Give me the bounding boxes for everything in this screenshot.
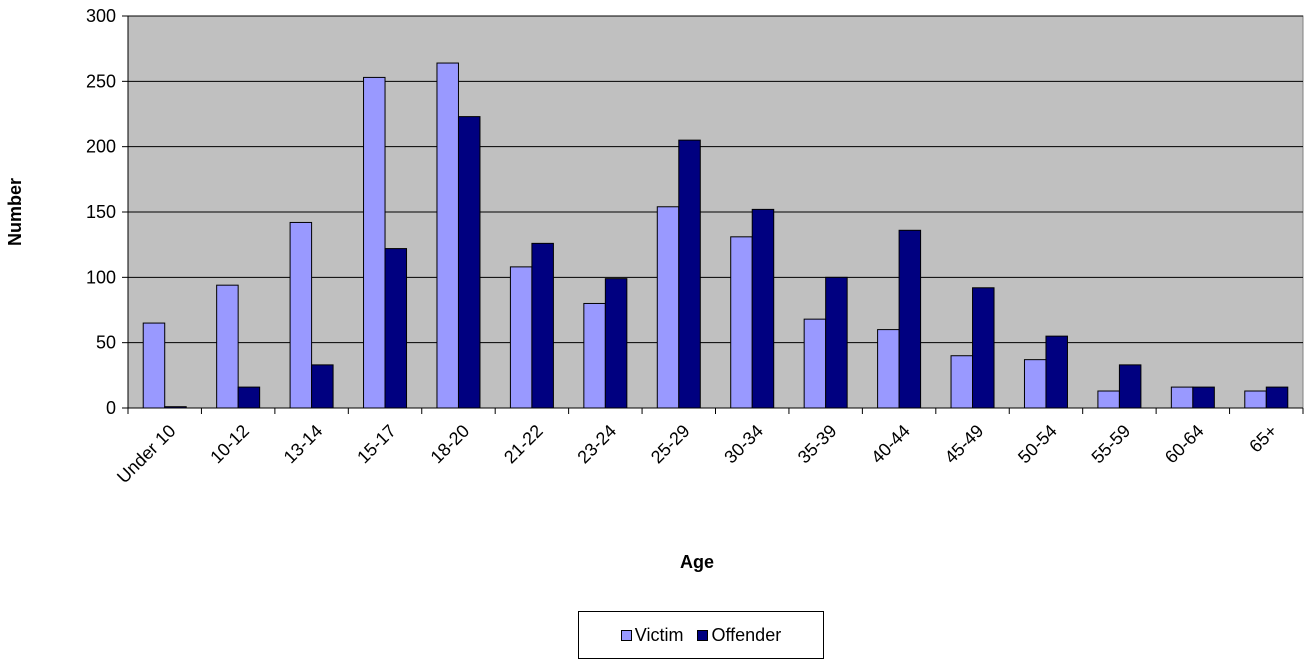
- bar-victim-15: [1170, 386, 1194, 409]
- bar-offender-13: [1045, 335, 1068, 409]
- legend-label-offender: Offender: [711, 624, 782, 645]
- x-tick-label: 35-39: [794, 421, 841, 468]
- legend-swatch-offender: [697, 629, 709, 641]
- bar-victim-16: [1244, 390, 1267, 409]
- bar-offender-9: [751, 208, 775, 409]
- bar-offender-12: [972, 287, 995, 409]
- bar-victim-13: [1023, 359, 1047, 409]
- x-tick-labels: Under 10 10-12 13-14 15-17 18-20 21-22 23-24 25…: [113, 421, 1281, 488]
- legend-swatch-victim: [620, 629, 632, 641]
- y-tick-labels: 0 50 100 150 200 250 300: [86, 6, 116, 418]
- y-tick-label: 300: [86, 6, 116, 26]
- x-tick-label: 55-59: [1088, 421, 1135, 468]
- x-tick-label: 40-44: [867, 421, 914, 468]
- bar-victim-12: [950, 355, 974, 409]
- bar-offender-2: [237, 386, 261, 409]
- bar-victim-2: [216, 284, 239, 409]
- bar-victim-7: [583, 302, 606, 409]
- y-tick-label: 200: [86, 137, 116, 157]
- gridlines: [128, 15, 1303, 344]
- y-tick-label: 0: [106, 398, 116, 418]
- legend-item-victim: Victim: [620, 624, 684, 646]
- x-tick-label: 65+: [1245, 421, 1281, 457]
- bar-victim-4: [363, 76, 386, 409]
- bar-offender-16: [1265, 386, 1289, 409]
- legend-label-victim: Victim: [634, 624, 684, 645]
- bar-victim-1: [142, 322, 166, 409]
- legend-item-offender: Offender: [697, 625, 781, 646]
- bar-victim-5: [436, 62, 459, 409]
- bar-offender-7: [604, 278, 628, 409]
- bar-victim-3: [289, 221, 313, 409]
- bar-victim-10: [803, 318, 827, 409]
- bar-offender-5: [457, 116, 481, 409]
- x-tick-label: 60-64: [1161, 421, 1208, 468]
- legend: Victim Offender: [578, 611, 824, 659]
- bars: [142, 62, 1289, 409]
- bar-offender-8: [678, 139, 701, 409]
- x-tick-label: 15-17: [353, 421, 400, 468]
- bar-offender-4: [384, 248, 408, 409]
- y-tick-label: 150: [86, 202, 116, 222]
- y-axis-title: Number: [5, 178, 25, 246]
- x-tick-label: 25-29: [647, 421, 694, 468]
- y-tick-label: 250: [86, 71, 116, 91]
- x-tick-label: 45-49: [941, 421, 988, 468]
- x-tick-label: 21-22: [500, 421, 547, 468]
- bar-victim-14: [1097, 390, 1120, 409]
- axes: [122, 15, 1304, 414]
- bar-offender-14: [1118, 364, 1142, 409]
- bar-offender-3: [311, 364, 334, 409]
- bar-victim-9: [730, 236, 753, 409]
- x-tick-label: 10-12: [206, 421, 253, 468]
- x-tick-label: 18-20: [427, 421, 474, 468]
- x-axis-title: Age: [680, 552, 714, 572]
- bar-victim-6: [509, 266, 533, 409]
- x-tick-label: 50-54: [1014, 421, 1061, 468]
- bar-offender-11: [898, 229, 922, 409]
- x-tick-label: 23-24: [573, 421, 620, 468]
- y-tick-label: 100: [86, 267, 116, 287]
- x-tick-label: Under 10: [113, 421, 180, 488]
- x-tick-label: 13-14: [280, 421, 327, 468]
- y-tick-label: 50: [96, 333, 116, 353]
- bar-chart: 0 50 100 150 200 250 300 Under 10 10-12 13-14 15-…: [5, 6, 1304, 572]
- bar-offender-15: [1192, 386, 1215, 409]
- bar-offender-6: [531, 242, 554, 409]
- bar-victim-11: [877, 329, 900, 409]
- bar-victim-8: [656, 206, 680, 409]
- bar-offender-10: [825, 276, 848, 409]
- x-tick-label: 30-34: [720, 421, 767, 468]
